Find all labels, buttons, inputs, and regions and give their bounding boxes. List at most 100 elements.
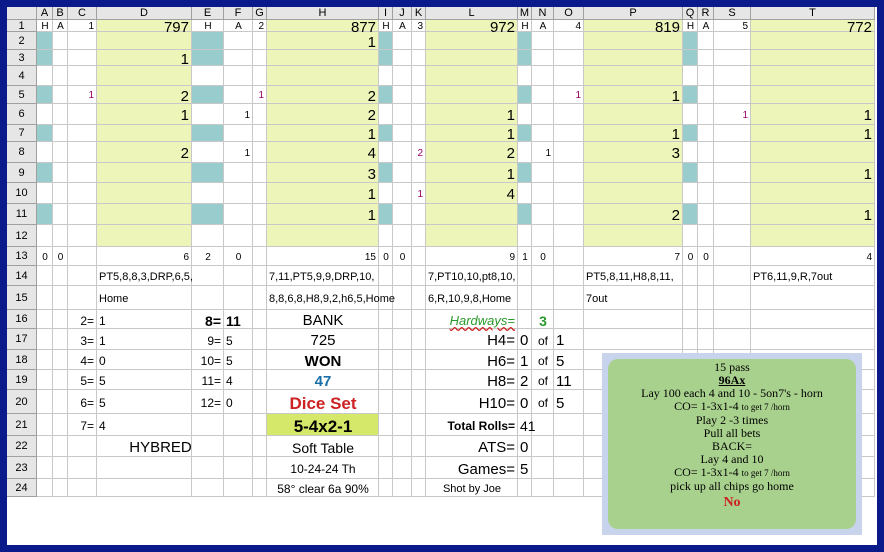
cell[interactable] xyxy=(68,86,97,104)
cell[interactable] xyxy=(426,266,518,286)
cell[interactable] xyxy=(379,457,393,479)
cell[interactable] xyxy=(532,266,554,286)
cell[interactable] xyxy=(518,390,532,414)
cell[interactable] xyxy=(584,163,683,183)
cell[interactable] xyxy=(53,329,68,350)
cell[interactable] xyxy=(393,266,412,286)
cell[interactable] xyxy=(584,183,683,204)
cell[interactable] xyxy=(267,20,379,32)
cell[interactable] xyxy=(714,310,751,329)
cell[interactable] xyxy=(412,225,426,247)
cell[interactable] xyxy=(751,183,875,204)
column-header-i[interactable]: I xyxy=(379,7,393,20)
cell[interactable] xyxy=(253,86,267,104)
cell[interactable] xyxy=(554,104,584,125)
strategy-note-body[interactable]: 15 pass 96Ax Lay 100 each 4 and 10 - 5on… xyxy=(608,359,856,529)
cell[interactable] xyxy=(253,247,267,266)
cell[interactable] xyxy=(584,125,683,142)
cell[interactable] xyxy=(698,247,714,266)
cell[interactable] xyxy=(518,414,532,436)
cell[interactable] xyxy=(683,329,698,350)
cell[interactable] xyxy=(97,125,192,142)
row-header-5[interactable]: 5 xyxy=(7,86,37,104)
cell[interactable] xyxy=(97,142,192,163)
row-header-7[interactable]: 7 xyxy=(7,125,37,142)
cell[interactable] xyxy=(192,50,224,66)
cell[interactable] xyxy=(532,350,554,370)
cell[interactable] xyxy=(518,125,532,142)
cell[interactable] xyxy=(192,266,224,286)
cell[interactable] xyxy=(97,457,192,479)
cell[interactable] xyxy=(393,125,412,142)
column-header-o[interactable]: O xyxy=(554,7,584,20)
cell[interactable] xyxy=(584,266,683,286)
cell[interactable] xyxy=(518,286,532,310)
cell[interactable] xyxy=(192,350,224,370)
cell[interactable] xyxy=(192,125,224,142)
cell[interactable] xyxy=(53,66,68,86)
cell[interactable] xyxy=(253,436,267,457)
cell[interactable] xyxy=(584,20,683,32)
cell[interactable] xyxy=(751,50,875,66)
cell[interactable] xyxy=(532,163,554,183)
cell[interactable] xyxy=(224,142,253,163)
cell[interactable] xyxy=(37,370,53,390)
cell[interactable] xyxy=(37,414,53,436)
cell[interactable] xyxy=(393,247,412,266)
cell[interactable] xyxy=(192,247,224,266)
cell[interactable] xyxy=(224,350,253,370)
row-header-23[interactable]: 23 xyxy=(7,457,37,479)
cell[interactable] xyxy=(584,247,683,266)
cell[interactable] xyxy=(584,66,683,86)
cell[interactable] xyxy=(393,350,412,370)
cell[interactable] xyxy=(393,204,412,225)
cell[interactable] xyxy=(68,310,97,329)
cell[interactable] xyxy=(253,163,267,183)
cell[interactable] xyxy=(192,286,224,310)
cell[interactable] xyxy=(426,350,518,370)
column-header-n[interactable]: N xyxy=(532,7,554,20)
column-header-f[interactable]: F xyxy=(224,7,253,20)
cell[interactable] xyxy=(532,457,554,479)
row-header-16[interactable]: 16 xyxy=(7,310,37,329)
cell[interactable] xyxy=(253,32,267,50)
column-header-s[interactable]: S xyxy=(714,7,751,20)
cell[interactable] xyxy=(192,163,224,183)
cell[interactable] xyxy=(393,163,412,183)
cell[interactable] xyxy=(267,204,379,225)
cell[interactable] xyxy=(253,390,267,414)
cell[interactable] xyxy=(426,86,518,104)
cell[interactable] xyxy=(554,350,584,370)
cell[interactable] xyxy=(393,142,412,163)
cell[interactable] xyxy=(192,390,224,414)
cell[interactable] xyxy=(393,310,412,329)
cell[interactable] xyxy=(379,350,393,370)
cell[interactable] xyxy=(379,286,393,310)
cell[interactable] xyxy=(37,310,53,329)
cell[interactable] xyxy=(267,479,379,497)
cell[interactable] xyxy=(267,370,379,390)
cell[interactable] xyxy=(192,310,224,329)
cell[interactable] xyxy=(532,225,554,247)
cell[interactable] xyxy=(751,310,875,329)
cell[interactable] xyxy=(97,183,192,204)
cell[interactable] xyxy=(412,286,426,310)
cell[interactable] xyxy=(68,457,97,479)
cell[interactable] xyxy=(224,125,253,142)
cell[interactable] xyxy=(518,20,532,32)
cell[interactable] xyxy=(37,350,53,370)
cell[interactable] xyxy=(267,183,379,204)
cell[interactable] xyxy=(683,86,698,104)
cell[interactable] xyxy=(532,247,554,266)
column-header-t[interactable]: T xyxy=(751,7,875,20)
cell[interactable] xyxy=(253,457,267,479)
cell[interactable] xyxy=(584,310,683,329)
cell[interactable] xyxy=(584,104,683,125)
cell[interactable] xyxy=(412,204,426,225)
cell[interactable] xyxy=(698,163,714,183)
cell[interactable] xyxy=(714,50,751,66)
cell[interactable] xyxy=(267,286,379,310)
cell[interactable] xyxy=(68,414,97,436)
cell[interactable] xyxy=(714,247,751,266)
cell[interactable] xyxy=(683,247,698,266)
